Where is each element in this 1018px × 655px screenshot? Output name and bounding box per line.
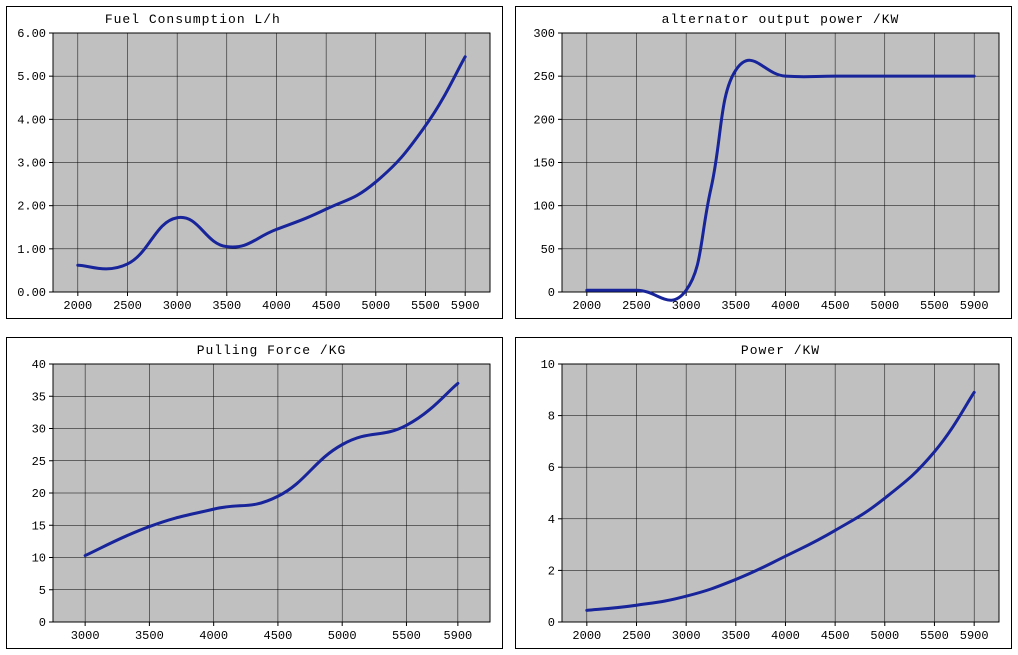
- chart-power: 0 2 4 6 8 10 2000 2500 3000 3500 4000 4500 5000 5500 5…: [516, 338, 1011, 648]
- y-tick-label: 10: [32, 552, 46, 566]
- panel-alternator-output: 0 50 100 150 200 250 300 2000 2500 3000 3500 4000 45…: [515, 6, 1012, 319]
- y-tick-label: 15: [32, 519, 46, 533]
- x-tick-label: 3000: [71, 629, 100, 643]
- x-tick-label: 5000: [870, 299, 899, 313]
- x-tick-label: 4500: [821, 299, 850, 313]
- x-tick-label: 5500: [411, 299, 440, 313]
- x-tick-label: 4500: [264, 629, 293, 643]
- y-tick-label: 40: [32, 358, 46, 372]
- x-tick-label: 4000: [771, 299, 800, 313]
- chart-title: Pulling Force /KG: [197, 343, 347, 358]
- x-tick-label: 2500: [622, 299, 651, 313]
- y-tick-label: 250: [533, 70, 555, 84]
- y-tick-label: 20: [32, 487, 46, 501]
- x-tick-label: 3000: [672, 299, 701, 313]
- y-tick-label: 4.00: [17, 113, 46, 127]
- x-tick-label: 3500: [212, 299, 241, 313]
- x-tick-label: 5900: [960, 299, 989, 313]
- chart-title: Fuel Consumption L/h: [105, 12, 281, 27]
- x-tick-label: 2500: [622, 629, 651, 643]
- x-tick-label: 2000: [572, 629, 601, 643]
- x-tick-label: 5000: [870, 629, 899, 643]
- y-tick-label: 1.00: [17, 243, 46, 257]
- y-tick-label: 4: [548, 513, 555, 527]
- y-tick-label: 6.00: [17, 27, 46, 41]
- x-tick-label: 3000: [163, 299, 192, 313]
- y-tick-label: 0: [548, 286, 555, 300]
- x-tick-label: 5000: [328, 629, 357, 643]
- x-tick-label: 2000: [63, 299, 92, 313]
- chart-fuel-consumption: 0.00 1.00 2.00 3.00 4.00 5.00 6.00 2000 2500 3000…: [7, 7, 502, 318]
- y-tick-label: 5: [39, 584, 46, 598]
- chart-pulling-force: 0 5 10 15 20 25 30 35 40 3000 3500 4000 4500 5000 5500…: [7, 338, 502, 648]
- y-tick-label: 100: [533, 200, 555, 214]
- chart-title: Power /KW: [741, 343, 820, 358]
- y-tick-label: 0: [548, 616, 555, 630]
- x-tick-label: 4000: [262, 299, 291, 313]
- x-tick-label: 5900: [451, 299, 480, 313]
- x-tick-label: 3000: [672, 629, 701, 643]
- y-tick-label: 0.00: [17, 286, 46, 300]
- y-tick-label: 5.00: [17, 70, 46, 84]
- x-tick-label: 5900: [443, 629, 472, 643]
- y-tick-label: 0: [39, 616, 46, 630]
- x-tick-label: 2500: [113, 299, 142, 313]
- y-tick-label: 25: [32, 455, 46, 469]
- y-tick-label: 150: [533, 157, 555, 171]
- panel-fuel-consumption: 0.00 1.00 2.00 3.00 4.00 5.00 6.00 2000 2500 3000…: [6, 6, 503, 319]
- y-tick-label: 35: [32, 390, 46, 404]
- y-tick-label: 50: [541, 243, 555, 257]
- y-tick-label: 2: [548, 564, 555, 578]
- panel-power: 0 2 4 6 8 10 2000 2500 3000 3500 4000 4500 5000 5500 5…: [515, 337, 1012, 649]
- x-tick-label: 3500: [721, 629, 750, 643]
- y-tick-label: 6: [548, 461, 555, 475]
- y-tick-label: 3.00: [17, 157, 46, 171]
- y-tick-label: 200: [533, 113, 555, 127]
- x-tick-label: 3500: [135, 629, 164, 643]
- x-tick-label: 5900: [960, 629, 989, 643]
- x-tick-label: 4000: [771, 629, 800, 643]
- x-tick-label: 5500: [920, 629, 949, 643]
- x-tick-label: 4500: [312, 299, 341, 313]
- panel-pulling-force: 0 5 10 15 20 25 30 35 40 3000 3500 4000 4500 5000 5500…: [6, 337, 503, 649]
- x-tick-label: 5000: [361, 299, 390, 313]
- y-tick-label: 8: [548, 410, 555, 424]
- x-tick-label: 4500: [821, 629, 850, 643]
- y-tick-label: 2.00: [17, 200, 46, 214]
- x-tick-label: 4000: [199, 629, 228, 643]
- y-tick-label: 300: [533, 27, 555, 41]
- chart-alternator-output: 0 50 100 150 200 250 300 2000 2500 3000 3500 4000 45…: [516, 7, 1011, 318]
- x-tick-label: 5500: [920, 299, 949, 313]
- chart-grid: 0.001.002.003.004.005.006.00200025003000…: [0, 0, 1018, 655]
- x-tick-label: 3500: [721, 299, 750, 313]
- y-tick-label: 30: [32, 423, 46, 437]
- y-tick-label: 10: [541, 358, 555, 372]
- chart-title: alternator output power /KW: [662, 12, 900, 27]
- x-tick-label: 5500: [392, 629, 421, 643]
- x-tick-label: 2000: [572, 299, 601, 313]
